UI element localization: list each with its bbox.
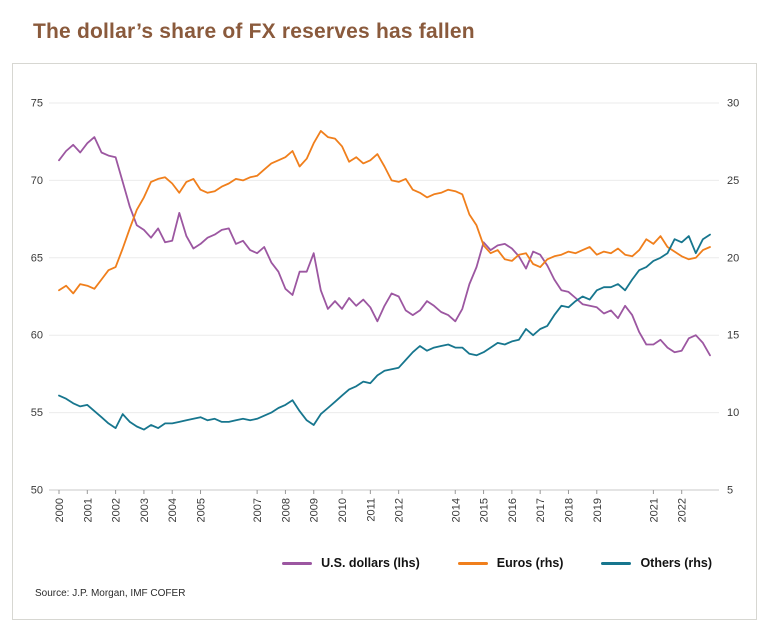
x-axis-tick-label: 2016 — [507, 498, 519, 522]
x-axis-tick-label: 2004 — [167, 498, 179, 522]
left-axis-tick-label: 75 — [31, 98, 43, 110]
x-axis-tick-label: 2017 — [535, 498, 547, 522]
usd-line-swatch — [282, 561, 313, 565]
x-axis-tick-label: 2001 — [82, 498, 94, 522]
others-line — [58, 233, 711, 431]
euros-line-swatch — [457, 561, 488, 565]
right-axis-tick-label: 25 — [727, 175, 739, 187]
x-axis-tick-label: 2002 — [111, 498, 123, 522]
euros-line — [58, 130, 711, 295]
x-axis-tick-label: 2005 — [196, 498, 208, 522]
right-axis-tick-label: 10 — [727, 407, 739, 419]
x-axis-tick-label: 2022 — [677, 498, 689, 522]
x-axis-tick-label: 2008 — [280, 498, 292, 522]
source-note: Source: J.P. Morgan, IMF COFER — [35, 588, 186, 599]
legend-item-usd: U.S. dollars (lhs) — [282, 556, 420, 570]
x-axis-tick-label: 2018 — [563, 498, 575, 522]
right-axis-tick-label: 15 — [727, 330, 739, 342]
others-line-swatch — [601, 561, 632, 565]
x-axis-tick-label: 2009 — [309, 498, 321, 522]
x-axis-tick-label: 2015 — [479, 498, 491, 522]
legend-item-euros: Euros (rhs) — [457, 556, 564, 570]
page-title: The dollar’s share of FX reserves has fa… — [33, 20, 475, 43]
legend-label-others: Others (rhs) — [640, 556, 712, 570]
left-axis-tick-label: 50 — [31, 485, 43, 497]
legend-label-usd: U.S. dollars (lhs) — [321, 556, 420, 570]
usd-line — [58, 136, 711, 357]
chart-card: 75 70 65 60 55 50 30 25 20 15 10 5 2000 2001 2002 2003 2… — [12, 63, 757, 620]
right-axis-tick-label: 20 — [727, 252, 739, 264]
x-axis-tick-label: 2014 — [450, 498, 462, 522]
right-axis-tick-label: 30 — [727, 98, 739, 110]
left-axis-tick-label: 55 — [31, 407, 43, 419]
x-axis-tick-label: 2012 — [394, 498, 406, 522]
x-axis-tick-label: 2000 — [54, 498, 66, 522]
x-axis-tick-label: 2011 — [365, 498, 377, 522]
x-axis-tick-label: 2021 — [648, 498, 660, 522]
x-axis-tick-label: 2003 — [139, 498, 151, 522]
legend-item-others: Others (rhs) — [601, 556, 712, 570]
chart-legend: U.S. dollars (lhs) Euros (rhs) Others (r… — [13, 556, 712, 570]
left-axis-tick-label: 60 — [31, 330, 43, 342]
left-axis-tick-label: 65 — [31, 252, 43, 264]
x-axis-tick-label: 2019 — [592, 498, 604, 522]
left-axis-tick-label: 70 — [31, 175, 43, 187]
legend-label-euros: Euros (rhs) — [496, 556, 564, 570]
x-axis-tick-label: 2010 — [337, 498, 349, 522]
x-axis-tick-label: 2007 — [252, 498, 264, 522]
right-axis-tick-label: 5 — [727, 485, 733, 497]
